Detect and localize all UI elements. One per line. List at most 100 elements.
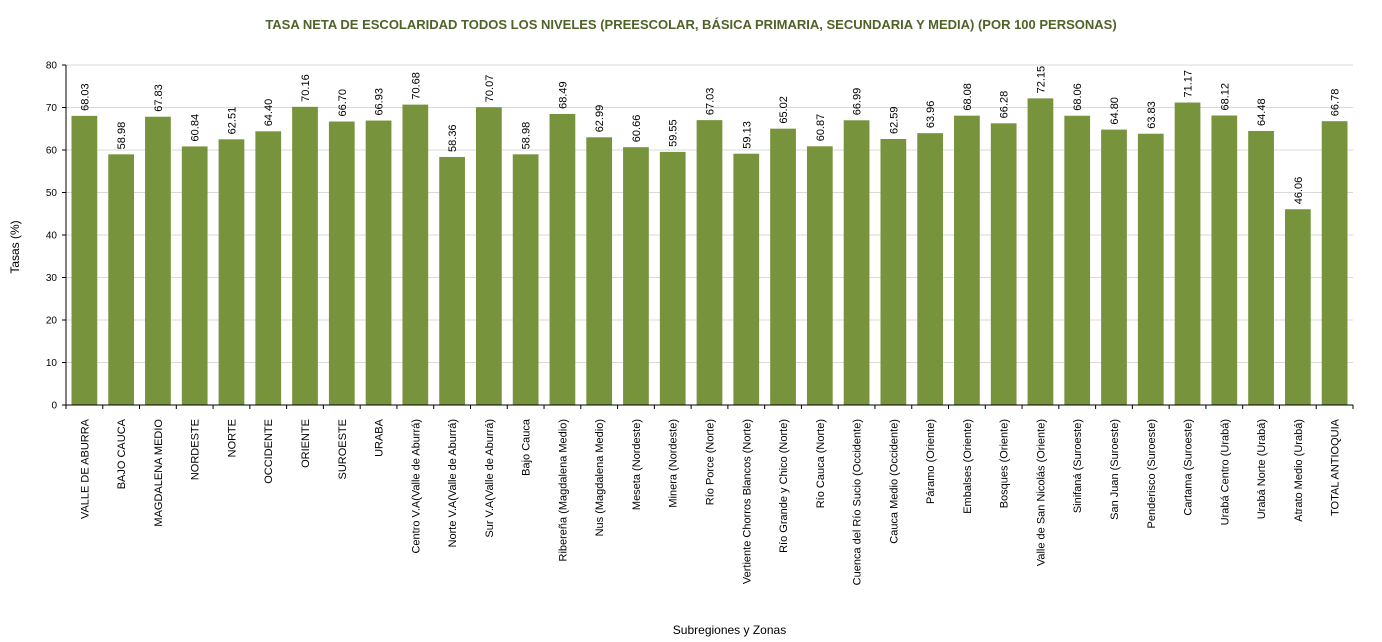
bar — [71, 115, 98, 405]
category-label: NORTE — [226, 419, 238, 457]
bar — [476, 107, 502, 405]
bar — [733, 153, 760, 405]
bar — [292, 106, 318, 405]
y-axis-title: Tasas (%) — [8, 220, 22, 273]
category-label: Río Cauca (Norte) — [815, 419, 827, 508]
category-label: Vertiente Chorros Blancos (Norte) — [741, 419, 753, 584]
bar — [990, 123, 1017, 405]
data-label: 66.70 — [337, 89, 349, 117]
bar — [954, 115, 980, 405]
data-label: 65.02 — [778, 96, 790, 124]
y-tick-label: 20 — [46, 316, 58, 327]
x-axis-title: Subregiones y Zonas — [673, 623, 786, 637]
data-label: 68.49 — [557, 81, 569, 109]
bar — [1248, 130, 1274, 405]
category-label: TOTAL ANTIOQUIA — [1330, 418, 1342, 516]
bar — [181, 146, 208, 405]
category-label: Río Grande y Chico (Norte) — [778, 419, 790, 553]
bar — [1101, 129, 1127, 405]
data-label: 58.36 — [447, 124, 459, 152]
category-label: Urabá Norte (Urabá) — [1256, 419, 1268, 519]
category-label: VALLE DE ABURRA — [79, 418, 91, 519]
category-label: Cartama (Suroeste) — [1183, 419, 1195, 516]
bar — [218, 139, 245, 405]
category-label: Nus (Magdalena Medio) — [594, 419, 606, 536]
category-label: Páramo (Oriente) — [925, 419, 937, 504]
bar — [255, 131, 282, 406]
data-label: 70.68 — [410, 72, 422, 100]
bar — [1211, 115, 1238, 406]
category-label: Norte V.A(Valle de Aburrá) — [447, 419, 459, 547]
category-label: Valle de San Nicolás (Oriente) — [1035, 419, 1047, 566]
data-label: 70.16 — [300, 74, 312, 102]
data-label: 67.03 — [705, 88, 717, 116]
data-label: 58.98 — [521, 122, 533, 150]
category-label: Río Porce (Norte) — [705, 419, 717, 505]
data-label: 68.08 — [962, 83, 974, 111]
data-label: 66.78 — [1330, 89, 1342, 117]
bar — [1027, 98, 1054, 406]
data-label: 71.17 — [1183, 70, 1195, 98]
bar — [1137, 133, 1164, 405]
y-tick-label: 10 — [46, 358, 58, 369]
category-label: Bosques (Oriente) — [999, 419, 1011, 508]
y-tick-label: 60 — [46, 146, 58, 157]
data-label: 64.80 — [1109, 97, 1121, 125]
data-label: 64.48 — [1256, 98, 1268, 126]
bar — [880, 138, 907, 405]
bar — [402, 104, 429, 406]
data-label: 59.13 — [741, 121, 753, 149]
data-label: 63.83 — [1146, 101, 1158, 129]
bar — [549, 113, 576, 405]
data-label: 59.55 — [668, 119, 680, 147]
bar — [586, 137, 613, 406]
category-label: Urabá Centro (Urabá) — [1219, 419, 1231, 525]
y-tick-label: 70 — [46, 103, 58, 114]
category-label: Minera (Nordeste) — [668, 419, 680, 508]
data-label: 46.06 — [1293, 177, 1305, 205]
category-label: MAGDALENA MEDIO — [153, 419, 165, 527]
y-tick-label: 80 — [46, 61, 58, 72]
data-label: 62.99 — [594, 105, 606, 133]
bar — [917, 133, 943, 406]
data-label: 72.15 — [1035, 66, 1047, 94]
y-tick-label: 30 — [46, 273, 58, 284]
category-label: URABA — [374, 418, 386, 457]
bar — [659, 151, 686, 405]
data-label: 60.66 — [631, 115, 643, 143]
category-label: SUROESTE — [337, 419, 349, 480]
bar — [1064, 115, 1091, 406]
data-label: 67.83 — [153, 84, 165, 112]
category-label: ORIENTE — [300, 419, 312, 468]
y-tick-label: 40 — [46, 231, 58, 242]
bar — [806, 146, 833, 406]
category-label: Meseta (Nordeste) — [631, 419, 643, 510]
category-label: Cauca Medio (Occidente) — [888, 419, 900, 544]
bar — [1174, 102, 1201, 405]
data-label: 60.84 — [190, 114, 202, 142]
category-label: Cuenca del Río Sucio (Occidente) — [852, 419, 864, 585]
bar — [328, 121, 355, 406]
data-label: 62.51 — [226, 107, 238, 135]
bar — [365, 120, 392, 406]
data-label: 68.06 — [1072, 83, 1084, 111]
bar — [843, 120, 870, 405]
category-label: Sinifaná (Suroeste) — [1072, 419, 1084, 513]
y-tick-label: 50 — [46, 188, 58, 199]
bar — [1321, 121, 1348, 405]
data-label: 60.87 — [815, 114, 827, 142]
y-tick-label: 0 — [51, 401, 57, 412]
category-label: Bajo Cauca — [521, 418, 533, 476]
category-label: Atrato Medio (Urabá) — [1293, 419, 1305, 522]
data-label: 66.28 — [999, 91, 1011, 119]
category-label: OCCIDENTE — [263, 419, 275, 484]
data-label: 68.12 — [1219, 83, 1231, 111]
category-label: Embalses (Oriente) — [962, 419, 974, 514]
data-label: 68.03 — [79, 83, 91, 111]
data-label: 66.99 — [852, 88, 864, 116]
category-label: Sur V.A(Valle de Aburrá) — [484, 419, 496, 538]
bar — [1284, 209, 1311, 405]
bar — [623, 147, 649, 405]
category-label: Penderisco (Suroeste) — [1146, 419, 1158, 528]
bar — [696, 120, 723, 405]
